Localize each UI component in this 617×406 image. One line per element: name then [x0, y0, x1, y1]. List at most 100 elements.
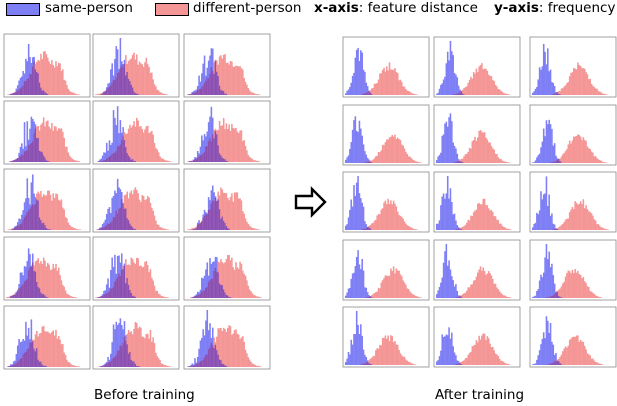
overlap-bar — [116, 73, 119, 95]
same-person-bar — [449, 269, 452, 298]
different-person-bar — [59, 275, 61, 298]
different-person-bar — [258, 161, 260, 162]
overlap-bar — [217, 272, 219, 298]
different-person-bar — [582, 341, 585, 365]
same-person-bar — [101, 155, 104, 162]
different-person-bar — [153, 142, 156, 162]
before-panel — [183, 305, 271, 370]
same-person-bar — [548, 194, 550, 230]
different-person-bar — [406, 360, 409, 365]
different-person-bar — [66, 146, 68, 162]
overlap-bar — [30, 342, 33, 367]
different-person-bar — [486, 139, 489, 163]
different-person-bar — [407, 225, 410, 230]
different-person-bar — [75, 366, 78, 367]
different-person-bar — [159, 156, 161, 162]
different-person-bar — [410, 158, 413, 163]
overlap-bar — [116, 146, 119, 162]
same-person-bar — [452, 346, 454, 365]
overlap-bar — [205, 354, 207, 367]
overlap-bar — [22, 85, 24, 95]
overlap-bar — [41, 90, 44, 95]
different-person-bar — [501, 225, 504, 230]
overlap-bar — [547, 297, 549, 298]
same-person-bar — [442, 262, 445, 298]
overlap-bar — [112, 287, 115, 298]
different-person-bar — [63, 209, 65, 230]
same-person-bar — [365, 287, 368, 298]
different-person-bar — [487, 338, 490, 365]
same-person-bar — [116, 178, 119, 230]
overlap-bar — [114, 152, 116, 162]
different-person-bar — [395, 206, 398, 230]
overlap-bar — [201, 154, 203, 162]
overlap-bar — [101, 160, 104, 162]
same-person-bar — [194, 358, 196, 367]
different-person-bar — [567, 144, 570, 163]
overlap-bar — [11, 295, 14, 298]
same-person-bar — [455, 220, 457, 230]
overlap-bar — [369, 161, 372, 163]
different-person-bar — [53, 335, 56, 367]
different-person-bar — [489, 210, 491, 230]
overlap-bar — [23, 352, 26, 367]
different-person-bar — [163, 93, 165, 95]
different-person-bar — [394, 134, 396, 163]
overlap-bar — [104, 226, 107, 230]
different-person-bar — [156, 290, 159, 298]
overlap-bar — [453, 94, 456, 95]
different-person-bar — [414, 94, 417, 95]
different-person-bar — [381, 144, 384, 163]
different-person-bar — [142, 195, 145, 230]
overlap-bar — [129, 352, 131, 367]
different-person-bar — [71, 226, 74, 230]
same-person-bar — [351, 273, 354, 298]
same-person-bar — [112, 110, 115, 162]
different-person-bar — [153, 84, 156, 95]
same-person-bar — [451, 201, 453, 230]
overlap-bar — [130, 84, 133, 95]
different-person-bar — [461, 294, 464, 298]
overlap-bar — [218, 85, 221, 95]
same-person-bar — [532, 92, 534, 95]
overlap-bar — [206, 286, 209, 298]
different-person-bar — [398, 80, 400, 95]
same-person-bar — [114, 117, 116, 162]
overlap-bar — [366, 297, 369, 298]
same-person-bar — [353, 72, 355, 95]
different-person-label: different-person — [193, 0, 302, 16]
overlap-bar — [34, 128, 37, 162]
different-person-bar — [391, 135, 394, 163]
overlap-bar — [229, 297, 232, 298]
different-person-bar — [411, 93, 414, 95]
overlap-bar — [196, 294, 199, 298]
overlap-bar — [110, 85, 112, 95]
overlap-bar — [16, 225, 19, 230]
different-person-bar — [250, 291, 252, 298]
same-person-bar — [365, 82, 368, 95]
same-person-bar — [534, 363, 537, 365]
different-person-bar — [401, 355, 403, 365]
different-person-bar — [487, 142, 490, 163]
different-person-bar — [487, 271, 490, 298]
different-person-bar — [252, 364, 255, 367]
different-person-bar — [594, 88, 597, 95]
different-person-bar — [493, 216, 495, 230]
overlap-bar — [40, 220, 42, 230]
different-person-bar — [142, 132, 145, 162]
same-person-bar — [440, 84, 442, 95]
different-person-bar — [388, 275, 391, 298]
different-person-bar — [78, 94, 80, 95]
same-person-bar — [436, 93, 438, 95]
same-person-bar — [25, 321, 27, 367]
overlap-bar — [559, 296, 561, 298]
different-person-bar — [368, 360, 370, 365]
overlap-bar — [127, 220, 130, 230]
different-person-bar — [563, 281, 565, 298]
same-person-bar — [542, 332, 545, 365]
different-person-bar — [386, 204, 388, 230]
same-person-bar — [534, 295, 537, 298]
overlap-bar — [203, 216, 206, 230]
overlap-bar — [551, 295, 553, 298]
overlap-bar — [456, 161, 459, 163]
